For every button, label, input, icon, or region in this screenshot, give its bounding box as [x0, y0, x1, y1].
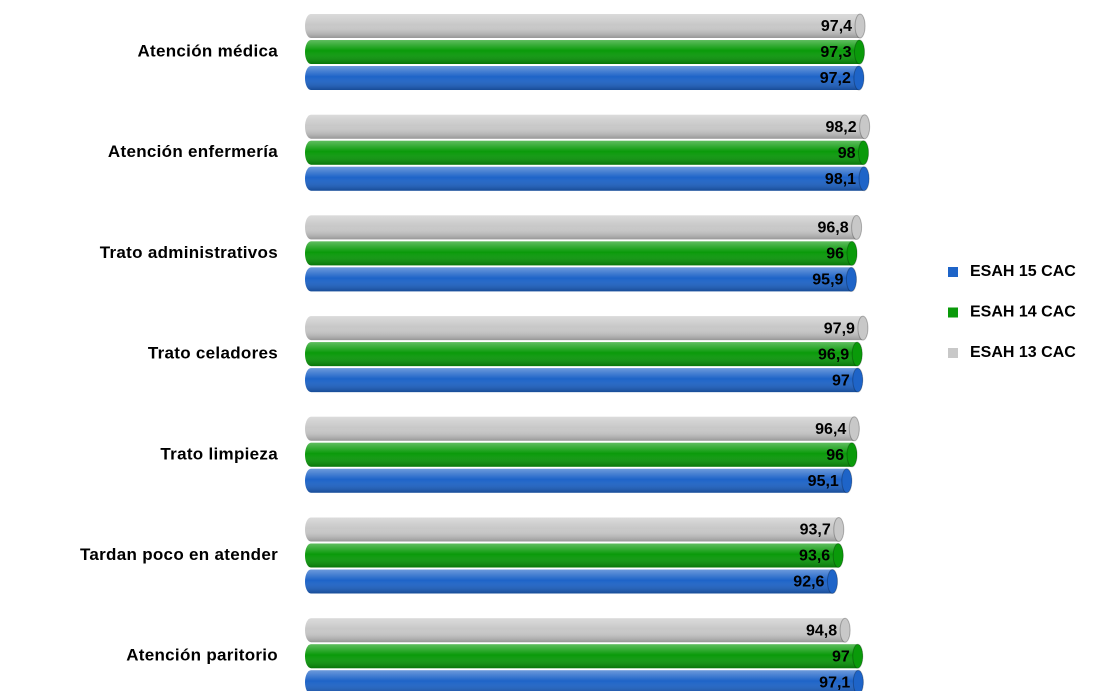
bar-end — [832, 543, 844, 568]
value-label: 98,2 — [826, 119, 857, 136]
bar-end — [853, 65, 865, 91]
value-label: 95,9 — [812, 272, 843, 289]
value-label: 94,8 — [806, 622, 837, 639]
bar-shade — [305, 644, 863, 669]
value-label: 96,9 — [818, 346, 849, 363]
bar-end — [853, 39, 865, 65]
bar-shade — [305, 316, 868, 341]
value-label: 97,9 — [824, 320, 855, 337]
bar-shade — [305, 114, 870, 139]
bar-end — [846, 240, 858, 266]
bar-shade — [305, 66, 864, 90]
bar-shade — [305, 14, 866, 38]
legend-swatch — [948, 267, 958, 277]
value-label: 96 — [826, 246, 844, 263]
category-label: Atención enfermería — [108, 142, 278, 161]
legend-label: ESAH 13 CAC — [970, 344, 1076, 361]
value-label: 95,1 — [808, 473, 839, 490]
bar-shade — [305, 267, 857, 292]
bar-end — [839, 617, 851, 643]
category-label: Trato administrativos — [100, 243, 278, 262]
legend-label: ESAH 14 CAC — [970, 304, 1076, 321]
value-label: 97,4 — [821, 18, 852, 35]
bar-end — [859, 114, 871, 140]
bar-shade — [305, 618, 851, 643]
category-label: Tardan poco en atender — [80, 545, 278, 564]
value-label: 97 — [832, 372, 850, 389]
value-label: 92,6 — [793, 574, 824, 591]
bar-end — [857, 315, 869, 341]
bar-shade — [305, 342, 863, 367]
value-label: 93,6 — [799, 548, 830, 565]
bar-shade — [305, 140, 869, 165]
bar-shade — [305, 40, 865, 64]
bar-shade — [305, 416, 860, 441]
bar-end — [852, 669, 864, 691]
category-label: Trato limpieza — [160, 444, 278, 463]
value-label: 93,7 — [800, 522, 831, 539]
bar-end — [858, 166, 870, 192]
bar-shade — [305, 368, 863, 393]
bar-shade — [305, 670, 864, 691]
category-label: Atención paritorio — [126, 646, 278, 665]
bar-end — [851, 341, 863, 367]
bar-shade — [305, 442, 857, 467]
bar-shade — [305, 468, 852, 493]
legend-label: ESAH 15 CAC — [970, 263, 1076, 280]
category-label: Trato celadores — [148, 344, 278, 363]
value-label: 97,2 — [820, 70, 851, 87]
bar-shade — [305, 166, 870, 191]
value-label: 98,1 — [825, 171, 856, 188]
value-label: 97 — [832, 648, 850, 665]
bar-end — [846, 442, 858, 468]
bar-end — [854, 13, 866, 39]
bar-end — [826, 569, 838, 594]
value-label: 98 — [838, 145, 856, 162]
bar-end — [851, 214, 863, 240]
bar-end — [852, 643, 864, 669]
bar-shade — [305, 543, 844, 568]
bar-shade — [305, 569, 838, 594]
legend-swatch — [948, 348, 958, 358]
bar-end — [845, 266, 857, 292]
value-label: 96,8 — [817, 220, 848, 237]
bar-shade — [305, 241, 857, 266]
bar-shade — [305, 517, 844, 542]
value-label: 97,1 — [819, 674, 850, 691]
value-label: 96 — [826, 447, 844, 464]
legend-swatch — [948, 307, 958, 318]
bar-end — [858, 140, 869, 166]
bar-shade — [305, 215, 862, 240]
value-label: 96,4 — [815, 421, 846, 438]
bar-end — [848, 416, 860, 442]
value-label: 97,3 — [820, 44, 851, 61]
bar-end — [852, 367, 864, 393]
category-label: Atención médica — [137, 41, 278, 60]
bar-end — [833, 517, 845, 542]
bar-end — [841, 468, 853, 494]
